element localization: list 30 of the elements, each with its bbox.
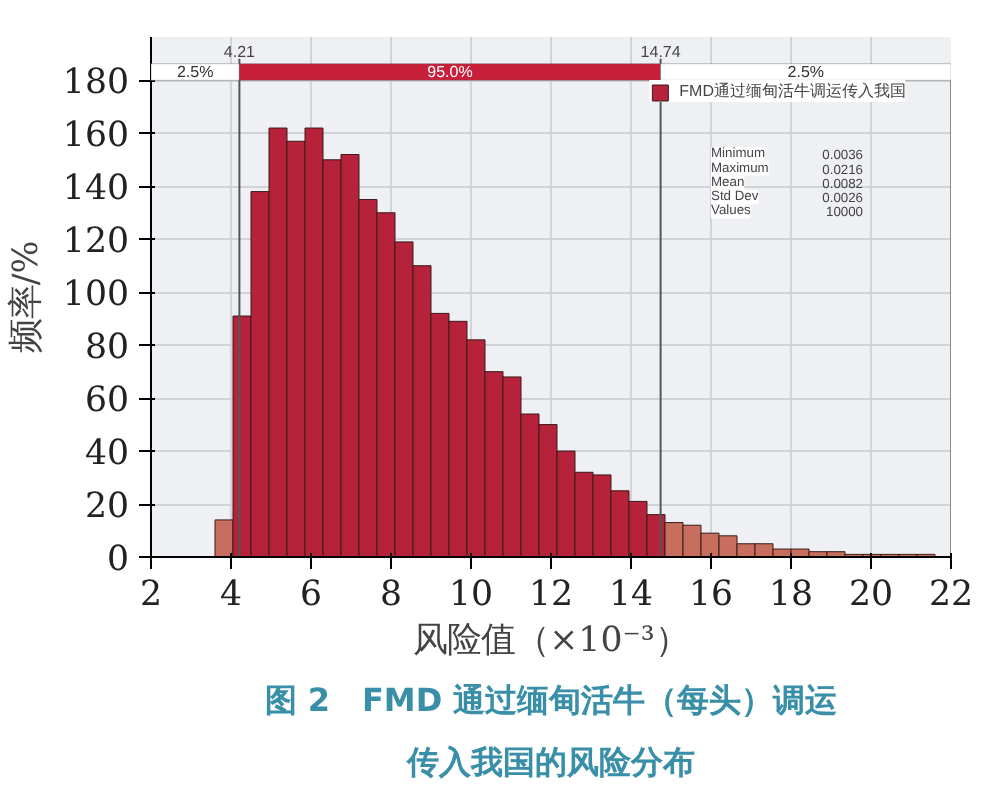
y-axis-title: 频率/% (6, 240, 47, 354)
y-tick-label: 100 (62, 275, 130, 316)
y-tick-label: 140 (62, 169, 130, 210)
x-tick-label: 6 (299, 575, 323, 615)
x-tick-label: 10 (448, 575, 494, 615)
y-tick-label: 120 (62, 222, 130, 263)
annotation: 2.5% (787, 63, 825, 82)
x-tick-label: 18 (768, 575, 814, 615)
y-tick-label: 0 (106, 540, 130, 580)
x-tick-label: 20 (848, 575, 894, 615)
ref-line-label: 14.74 (640, 42, 682, 61)
annotation: 2.5% (176, 63, 214, 82)
legend-label: FMD通过缅甸活牛调运传入我国 (679, 80, 906, 102)
annotation: 95.0% (427, 63, 473, 82)
y-tick-label: 20 (84, 487, 130, 528)
x-tick-label: 22 (928, 575, 974, 615)
x-tick-label: 4 (219, 575, 243, 615)
y-tick-label: 80 (84, 328, 130, 369)
ref-line-label: 4.21 (223, 42, 257, 61)
x-axis-title: 风险值（×10⁻³） (413, 621, 689, 661)
x-tick-label: 12 (528, 575, 574, 615)
text: 图 2 FMD 通过缅甸活牛（每头）调运传入我国的风险分布 (264, 681, 840, 781)
x-tick-label: 8 (379, 575, 403, 615)
y-tick-label: 40 (84, 434, 130, 475)
y-tick-label: 160 (62, 116, 130, 157)
y-tick-label: 180 (62, 63, 130, 104)
x-tick-label: 14 (608, 575, 654, 615)
x-tick-label: 2 (139, 575, 163, 615)
y-tick-label: 60 (84, 381, 130, 422)
x-tick-label: 16 (688, 575, 734, 615)
